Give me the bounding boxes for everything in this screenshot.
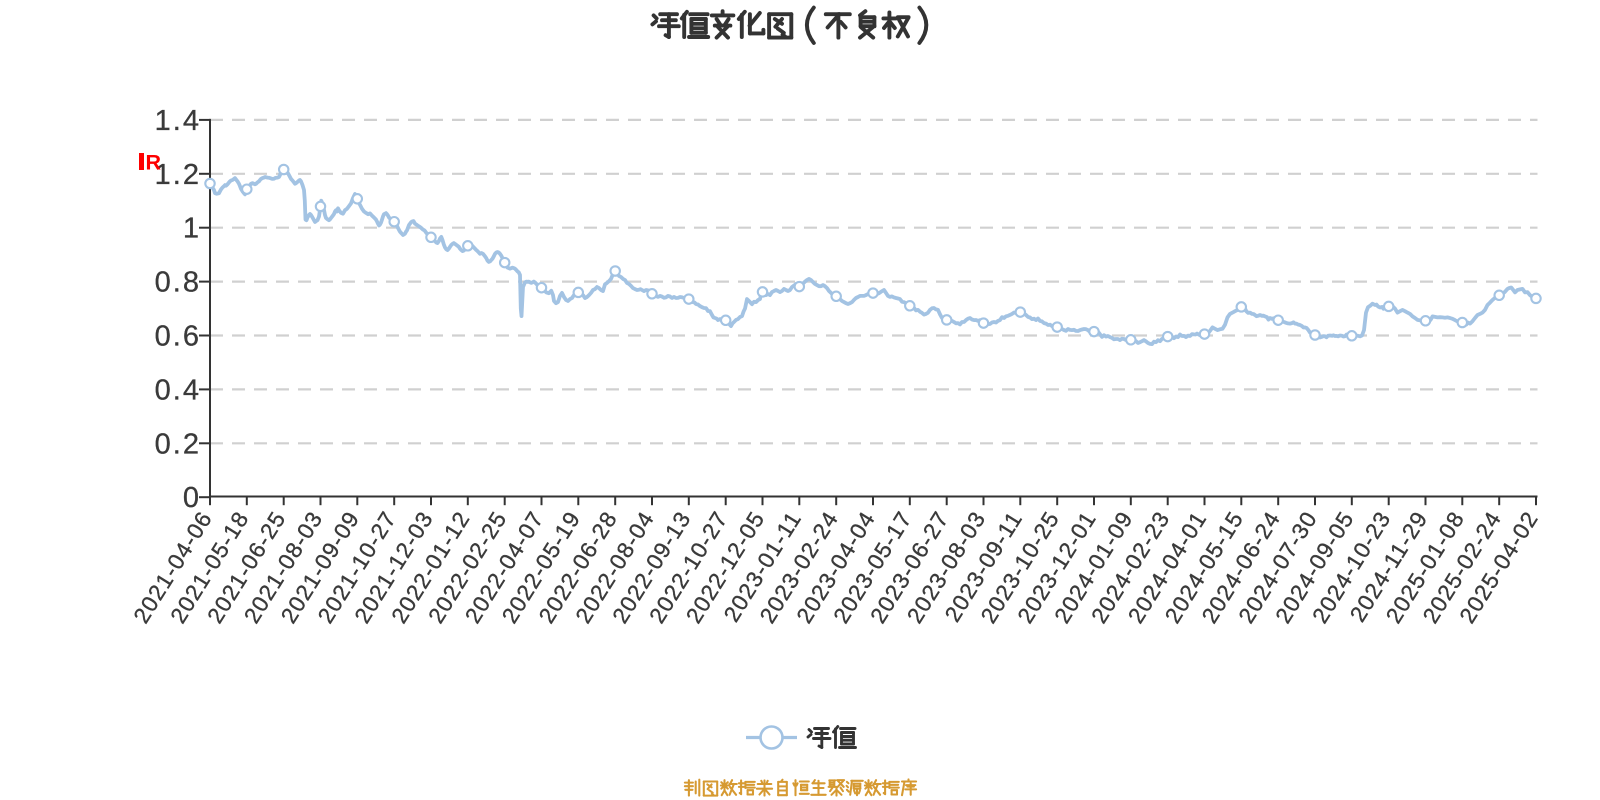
svg-text:1: 1 <box>183 213 201 245</box>
svg-text:R: R <box>146 151 162 175</box>
svg-text:0: 0 <box>183 482 201 514</box>
svg-text:0.2: 0.2 <box>155 428 201 460</box>
svg-text:1.4: 1.4 <box>155 105 201 137</box>
svg-text:0.6: 0.6 <box>155 321 201 353</box>
svg-text:0.4: 0.4 <box>155 374 201 406</box>
svg-text:1.2: 1.2 <box>155 159 201 191</box>
svg-text:0.8: 0.8 <box>155 267 201 299</box>
